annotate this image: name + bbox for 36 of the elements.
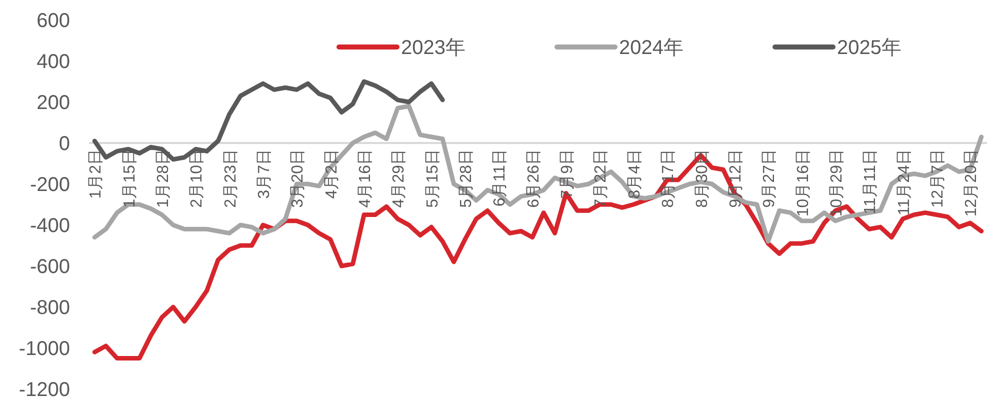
x-tick-label: 9月12日 xyxy=(727,149,744,208)
x-tick-label: 11月11日 xyxy=(862,149,880,214)
x-tick-label: 6月11日 xyxy=(492,149,509,207)
x-tick-label: 7月22日 xyxy=(592,149,610,208)
y-tick-label: 0 xyxy=(58,133,70,155)
x-tick-label: 8月4日 xyxy=(626,149,644,199)
y-tick-label: -400 xyxy=(30,215,70,237)
x-tick-label: 8月30日 xyxy=(694,149,711,208)
legend-label: 2023年 xyxy=(401,37,466,59)
y-tick-label: -600 xyxy=(30,256,70,278)
y-tick-label: -1200 xyxy=(18,379,70,401)
x-tick-label: 3月7日 xyxy=(256,149,273,199)
x-tick-label: 3月20日 xyxy=(290,149,307,208)
x-tick-label: 4月29日 xyxy=(390,149,408,208)
x-tick-label: 5月28日 xyxy=(458,149,476,208)
x-tick-label: 4月16日 xyxy=(357,149,374,208)
x-tick-label: 9月27日 xyxy=(761,149,778,208)
x-tick-label: 10月16日 xyxy=(794,149,812,217)
x-tick-label: 12月7日 xyxy=(929,149,946,208)
x-tick-label: 6月26日 xyxy=(525,149,542,208)
x-tick-label: 11月24日 xyxy=(896,149,913,216)
y-tick-label: -800 xyxy=(30,297,70,319)
x-tick-label: 7月9日 xyxy=(559,149,576,199)
x-tick-label: 10月29日 xyxy=(828,149,846,217)
y-tick-label: 600 xyxy=(36,10,70,32)
legend-label: 2024年 xyxy=(619,37,684,59)
x-tick-label: 4月2日 xyxy=(323,149,340,199)
x-tick-label: 8月17日 xyxy=(660,149,678,208)
y-tick-label: -200 xyxy=(30,174,70,196)
y-tick-label: -1000 xyxy=(18,338,70,360)
legend-label: 2025年 xyxy=(837,37,902,59)
x-tick-label: 5月15日 xyxy=(424,149,442,208)
y-tick-label: 400 xyxy=(36,51,70,73)
x-tick-label: 2月23日 xyxy=(222,149,240,208)
x-tick-label: 12月20日 xyxy=(963,149,980,217)
y-tick-label: 200 xyxy=(36,92,70,114)
